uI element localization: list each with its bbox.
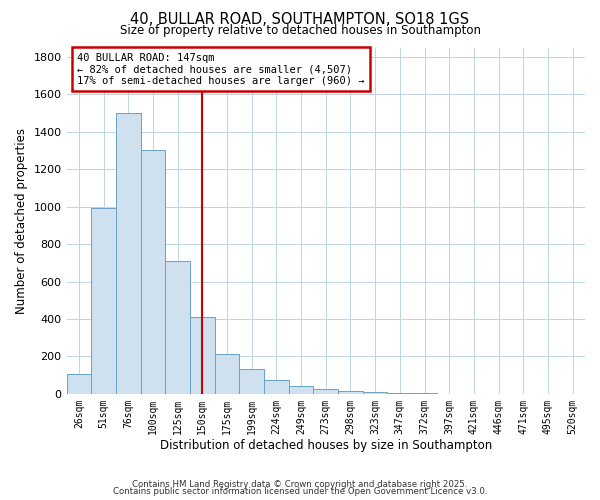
Bar — [165, 261, 190, 394]
Bar — [91, 208, 116, 394]
Bar — [338, 391, 363, 394]
Y-axis label: Number of detached properties: Number of detached properties — [15, 128, 28, 314]
Bar — [67, 374, 91, 394]
Bar — [412, 393, 437, 394]
Text: 40, BULLAR ROAD, SOUTHAMPTON, SO18 1GS: 40, BULLAR ROAD, SOUTHAMPTON, SO18 1GS — [130, 12, 470, 28]
Text: Contains public sector information licensed under the Open Government Licence v3: Contains public sector information licen… — [113, 487, 487, 496]
Bar — [388, 393, 412, 394]
Text: 40 BULLAR ROAD: 147sqm
← 82% of detached houses are smaller (4,507)
17% of semi-: 40 BULLAR ROAD: 147sqm ← 82% of detached… — [77, 52, 364, 86]
Text: Contains HM Land Registry data © Crown copyright and database right 2025.: Contains HM Land Registry data © Crown c… — [132, 480, 468, 489]
Bar — [190, 317, 215, 394]
Bar — [363, 392, 388, 394]
Bar — [140, 150, 165, 394]
Bar — [239, 368, 264, 394]
X-axis label: Distribution of detached houses by size in Southampton: Distribution of detached houses by size … — [160, 440, 492, 452]
Bar — [215, 354, 239, 394]
Bar — [289, 386, 313, 394]
Bar — [264, 380, 289, 394]
Bar — [313, 389, 338, 394]
Text: Size of property relative to detached houses in Southampton: Size of property relative to detached ho… — [119, 24, 481, 37]
Bar — [116, 113, 140, 394]
